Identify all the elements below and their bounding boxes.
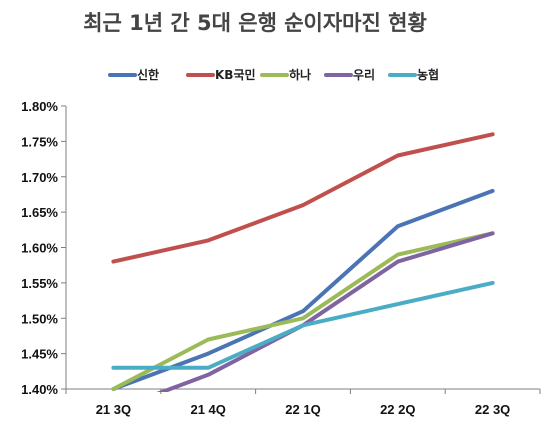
y-tick-label: 1.80% <box>21 99 58 114</box>
series-layer <box>111 132 495 392</box>
legend-label-3: 우리 <box>353 67 375 82</box>
x-tick-label: 22 3Q <box>475 402 510 417</box>
legend-label-4: 농협 <box>417 67 439 82</box>
legend-label-0: 신한 <box>137 67 159 82</box>
series-line-4 <box>111 280 495 370</box>
axes: 1.40% 1.45% 1.50% 1.55% 1.60% 1.65% 1.70% 1.75%… <box>21 99 541 417</box>
y-tick-label: 1.75% <box>21 134 58 149</box>
series-line-1 <box>111 132 495 264</box>
series-line-0 <box>111 188 495 391</box>
y-tick-label: 1.55% <box>21 276 58 291</box>
x-tick-label: 22 1Q <box>285 402 320 417</box>
legend-label-1: KB국민 <box>215 67 256 82</box>
x-tick-label: 22 2Q <box>380 402 415 417</box>
y-tick-label: 1.50% <box>21 311 58 326</box>
y-tick-label: 1.70% <box>21 170 58 185</box>
y-tick-label: 1.40% <box>21 382 58 397</box>
y-tick-label: 1.60% <box>21 241 58 256</box>
legend-label-2: 하나 <box>289 67 311 82</box>
y-tick-label: 1.45% <box>21 347 58 362</box>
y-tick-label: 1.65% <box>21 205 58 220</box>
legend: 신한 KB국민 하나 우리 농협 <box>108 67 439 82</box>
series-line-3 <box>156 231 495 392</box>
chart-title: 최근 1년 간 5대 은행 순이자마진 현황 <box>83 11 427 35</box>
x-tick-label: 21 3Q <box>96 402 131 417</box>
x-tick-label: 21 4Q <box>190 402 225 417</box>
series-line-2 <box>111 231 495 391</box>
